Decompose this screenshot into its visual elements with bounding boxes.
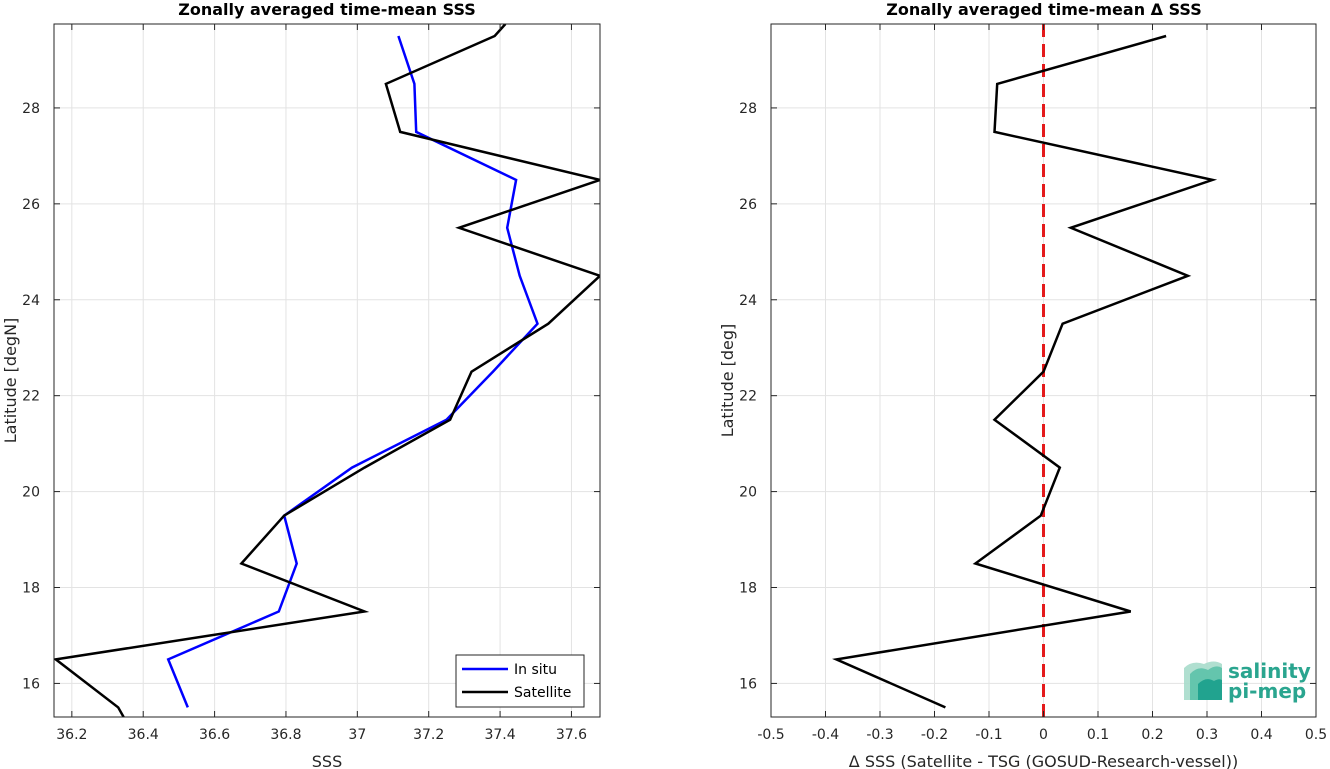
legend-box: [455, 654, 585, 708]
plot-area: [54, 24, 600, 717]
y-tick-label: 22: [739, 389, 757, 405]
x-tick-label: -0.2: [921, 727, 948, 743]
x-tick-label: -0.3: [866, 727, 893, 743]
x-tick-label: 36.8: [270, 727, 301, 743]
y-tick-label: 18: [22, 581, 40, 597]
x-tick-label: -0.4: [812, 727, 839, 743]
series-line-1: [166, 35, 539, 708]
x-tick-label: 36.4: [128, 727, 159, 743]
y-tick-label: 24: [22, 293, 40, 309]
x-tick-label: 37: [348, 727, 366, 743]
x-tick-label: -0.5: [757, 727, 784, 743]
y-axis-label: Latitude [degN]: [1, 318, 20, 444]
y-tick-label: 26: [739, 197, 757, 213]
x-tick-label: 0: [1039, 727, 1048, 743]
logo-line2: pi-mep: [1228, 679, 1306, 703]
y-tick-label: 20: [22, 485, 40, 501]
chart-panel-2: -0.5 -0.4 -0.3 -0.2 -0.1 0 0.1 0.2 0.3 0.4 0.5 16 18…: [718, 0, 1327, 769]
x-tick-label: 0.2: [1141, 727, 1163, 743]
chart-panel-1: 36.2 36.4 36.6 36.8 37 37.2 37.4 37.6 16 18 20 22 24…: [1, 0, 601, 769]
x-tick-label: -0.1: [975, 727, 1002, 743]
x-tick-label: 37.4: [484, 727, 515, 743]
y-tick-label: 20: [739, 485, 757, 501]
y-tick-label: 22: [22, 389, 40, 405]
logo-line1: salinity: [1228, 659, 1311, 683]
y-tick-label: 28: [22, 101, 40, 117]
legend-entry-2: Satellite: [514, 685, 571, 701]
x-tick-label: 0.1: [1087, 727, 1109, 743]
x-axis-label: Δ SSS (Satellite - TSG (GOSUD-Research-v…: [849, 752, 1238, 769]
y-tick-label: 18: [739, 581, 757, 597]
chart-title: Zonally averaged time-mean SSS: [178, 0, 476, 19]
y-tick-label: 26: [22, 197, 40, 213]
x-tick-label: 0.5: [1305, 727, 1327, 743]
series-line-2: [54, 24, 600, 717]
x-tick-label: 36.2: [56, 727, 87, 743]
y-tick-label: 16: [22, 676, 40, 692]
series-line-1: [832, 34, 1218, 709]
chart-title: Zonally averaged time-mean Δ SSS: [886, 0, 1202, 19]
x-tick-label: 37.2: [413, 727, 444, 743]
y-tick-label: 16: [739, 676, 757, 692]
x-tick-label: 0.4: [1250, 727, 1272, 743]
x-axis-label: SSS: [312, 752, 342, 769]
y-tick-label: 28: [739, 101, 757, 117]
x-tick-label: 37.6: [556, 727, 587, 743]
y-axis-label: Latitude [deg]: [718, 324, 737, 438]
legend: In situ Satellite: [455, 654, 585, 708]
x-tick-label: 0.3: [1196, 727, 1218, 743]
y-tick-label: 24: [739, 293, 757, 309]
axes-box: [53, 23, 601, 718]
legend-entry-1: In situ: [514, 662, 557, 678]
logo-wave-icon: [1198, 679, 1222, 700]
x-tick-label: 36.6: [199, 727, 230, 743]
